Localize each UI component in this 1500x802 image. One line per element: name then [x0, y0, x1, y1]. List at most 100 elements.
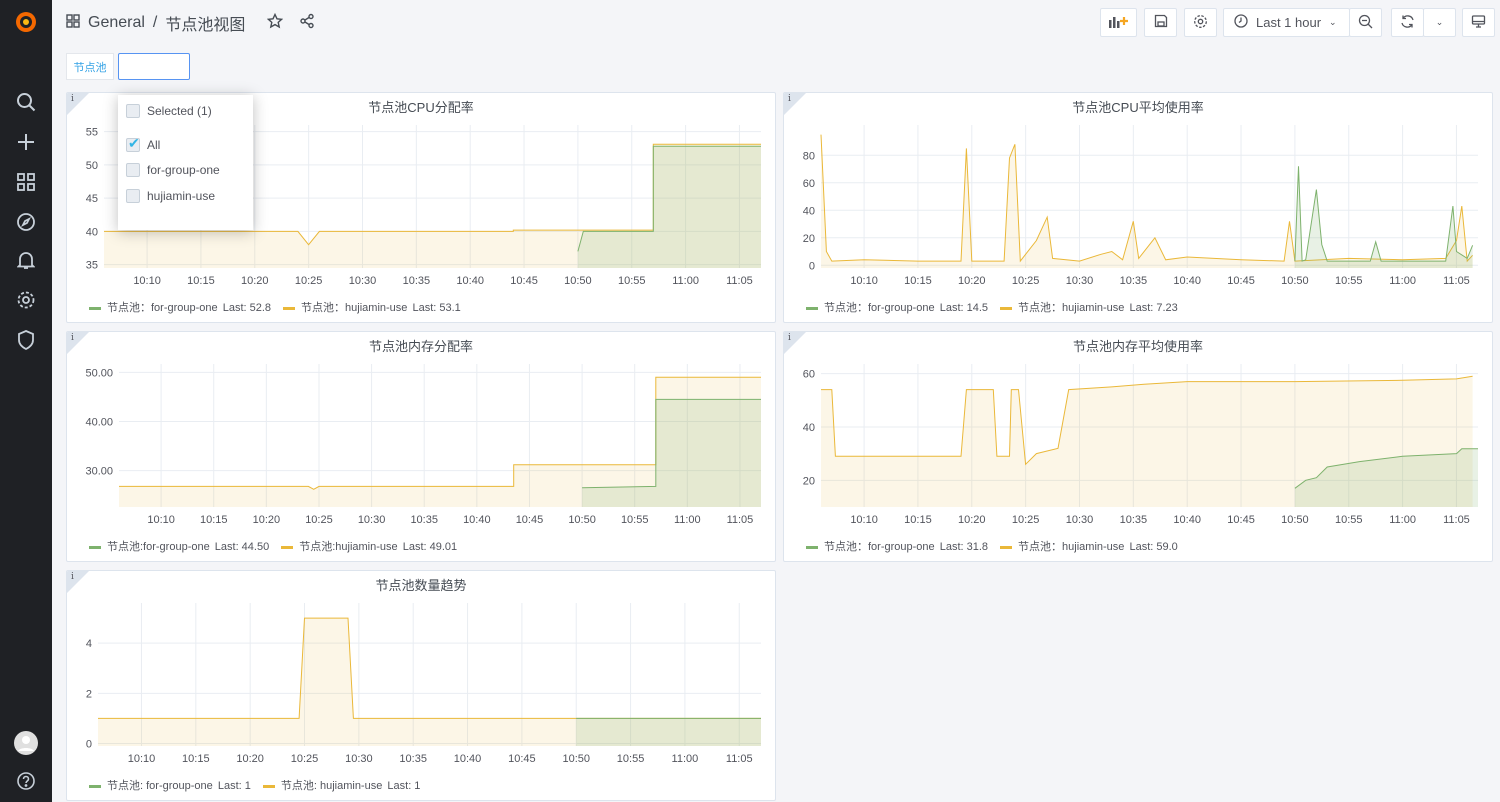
alerting-bell-icon[interactable]	[12, 246, 40, 274]
legend-item-for-group-one[interactable]: 节点池: for-group-one Last: 1	[89, 777, 253, 793]
explore-compass-icon[interactable]	[12, 208, 40, 236]
x-tick-label: 11:00	[674, 514, 701, 526]
legend-item-hujiamin-use[interactable]: 节点池: hujiamin-use Last: 1	[262, 777, 423, 793]
panel-info-corner[interactable]	[784, 332, 806, 354]
select-selected-toggle[interactable]: Selected (1)	[126, 104, 212, 118]
checkbox[interactable]	[126, 189, 140, 203]
x-tick-label: 10:15	[182, 753, 210, 765]
legend-last-value: Last: 49.01	[402, 541, 458, 553]
info-icon[interactable]: i	[788, 94, 791, 104]
legend-item-for-group-one[interactable]: 节点池：for-group-one Last: 52.8	[89, 299, 273, 315]
legend: 节点池：for-group-one Last: 31.8 节点池：hujiamin…	[806, 538, 1180, 554]
x-tick-label: 10:10	[850, 275, 878, 287]
x-tick-label: 10:25	[305, 514, 333, 526]
refresh-button[interactable]	[1391, 8, 1424, 37]
y-tick-label: 35	[86, 260, 98, 272]
panel-title[interactable]: 节点池CPU分配率	[368, 100, 474, 115]
x-tick-label: 10:50	[1281, 275, 1309, 287]
legend-last-value: Last: 53.1	[412, 302, 461, 314]
legend-color-swatch	[281, 545, 294, 549]
y-tick-label: 20	[803, 475, 815, 487]
plus-icon[interactable]	[12, 128, 40, 156]
legend-item-for-group-one[interactable]: 节点池：for-group-one Last: 14.5	[806, 299, 990, 315]
legend-color-swatch	[262, 784, 275, 788]
x-tick-label: 10:10	[128, 753, 156, 765]
configuration-gear-icon[interactable]	[12, 286, 40, 314]
legend-item-for-group-one[interactable]: 节点池：for-group-one Last: 31.8	[806, 538, 990, 554]
x-tick-label: 10:30	[345, 753, 373, 765]
checkbox[interactable]	[126, 104, 140, 118]
x-tick-label: 11:00	[1389, 275, 1416, 287]
legend-item-hujiamin-use[interactable]: 节点池：hujiamin-use Last: 59.0	[1000, 538, 1180, 554]
legend-item-hujiamin-use[interactable]: 节点池：hujiamin-use Last: 53.1	[283, 299, 463, 315]
cycle-view-mode-button[interactable]	[1462, 8, 1495, 37]
series-line-for-group-one	[1294, 166, 1474, 262]
x-tick-label: 10:55	[621, 514, 649, 526]
x-tick-label: 10:10	[147, 514, 175, 526]
x-tick-label: 10:45	[510, 275, 538, 287]
panel-title[interactable]: 节点池数量趋势	[375, 578, 467, 593]
x-tick-label: 10:40	[463, 514, 491, 526]
series-area-for-group-one	[1294, 448, 1478, 507]
legend-series-name: 节点池: hujiamin-use	[280, 780, 383, 792]
checkbox[interactable]	[126, 163, 140, 177]
chart-plot: 35 40 45 50 55 10:10 10:15 10:20 10:25 10:30 10:35…	[86, 125, 761, 287]
info-icon[interactable]: i	[71, 333, 74, 343]
panel-info-corner[interactable]	[784, 93, 806, 115]
x-tick-label: 10:30	[349, 275, 377, 287]
y-tick-label: 40	[803, 422, 815, 434]
dashboards-icon[interactable]	[12, 168, 40, 196]
legend: 节点池:for-group-one Last: 44.50 节点池:hujiami…	[89, 538, 459, 554]
zoom-out-button[interactable]	[1349, 8, 1382, 37]
panel-title[interactable]: 节点池内存分配率	[368, 339, 473, 354]
server-admin-shield-icon[interactable]	[12, 326, 40, 354]
panel-title[interactable]: 节点池内存平均使用率	[1072, 339, 1203, 354]
panel-node-pool-count: i 节点池数量趋势 0 2 4 10:10 10:15 10:20 10:25 10:30 10:…	[66, 570, 776, 801]
info-icon[interactable]: i	[71, 94, 74, 104]
series-area-hujiamin-use	[821, 376, 1473, 507]
dashboard-title[interactable]: 节点池视图	[165, 17, 246, 34]
y-tick-label: 50.00	[85, 367, 113, 379]
legend-color-swatch	[1000, 545, 1013, 549]
info-icon[interactable]: i	[71, 572, 74, 582]
x-tick-label: 10:15	[904, 514, 932, 526]
gear-icon	[1193, 14, 1208, 32]
refresh-interval-dropdown[interactable]: ⌄	[1423, 8, 1456, 37]
save-dashboard-button[interactable]	[1144, 8, 1177, 37]
legend-item-for-group-one[interactable]: 节点池:for-group-one Last: 44.50	[89, 538, 271, 554]
variable-select-input[interactable]	[118, 53, 190, 80]
panel-info-corner[interactable]	[67, 93, 89, 115]
breadcrumb-folder[interactable]: General	[88, 14, 145, 31]
x-tick-label: 10:25	[1012, 514, 1040, 526]
panel-info-corner[interactable]	[67, 332, 89, 354]
legend-series-name: 节点池：for-group-one	[824, 541, 935, 553]
panel-info-corner[interactable]	[67, 571, 89, 593]
grafana-logo-icon[interactable]	[12, 8, 40, 36]
share-icon[interactable]	[299, 13, 315, 34]
x-tick-label: 11:05	[727, 514, 754, 526]
chart-plot: 20 40 60 10:10 10:15 10:20 10:25 10:30 10:35 10:4…	[803, 364, 1478, 526]
x-tick-label: 11:05	[1443, 514, 1470, 526]
panel-title[interactable]: 节点池CPU平均使用率	[1072, 100, 1204, 115]
time-range-picker[interactable]: Last 1 hour ⌄	[1223, 8, 1350, 37]
option-for-group-one[interactable]: for-group-one	[126, 163, 220, 177]
add-panel-button[interactable]	[1100, 8, 1137, 37]
option-hujiamin-use[interactable]: hujiamin-use	[126, 189, 215, 203]
legend-item-hujiamin-use[interactable]: 节点池：hujiamin-use Last: 7.23	[1000, 299, 1180, 315]
legend-last-value: Last: 7.23	[1129, 302, 1178, 314]
info-icon[interactable]: i	[788, 333, 791, 343]
y-tick-label: 2	[86, 688, 92, 700]
option-all[interactable]: All	[126, 135, 160, 152]
y-tick-label: 4	[86, 638, 92, 650]
legend-last-value: Last: 59.0	[1129, 541, 1178, 553]
x-tick-label: 10:40	[1173, 514, 1201, 526]
variable-options-dropdown: Selected (1) All for-group-one hujiamin-…	[118, 95, 253, 230]
user-avatar[interactable]	[12, 729, 40, 757]
x-tick-label: 11:00	[1389, 514, 1416, 526]
star-icon[interactable]	[267, 12, 284, 34]
legend-item-hujiamin-use[interactable]: 节点池:hujiamin-use Last: 49.01	[281, 538, 459, 554]
search-icon[interactable]	[12, 88, 40, 116]
help-icon[interactable]	[12, 767, 40, 795]
checkbox-checked[interactable]	[126, 135, 140, 152]
dashboard-settings-button[interactable]	[1184, 8, 1217, 37]
